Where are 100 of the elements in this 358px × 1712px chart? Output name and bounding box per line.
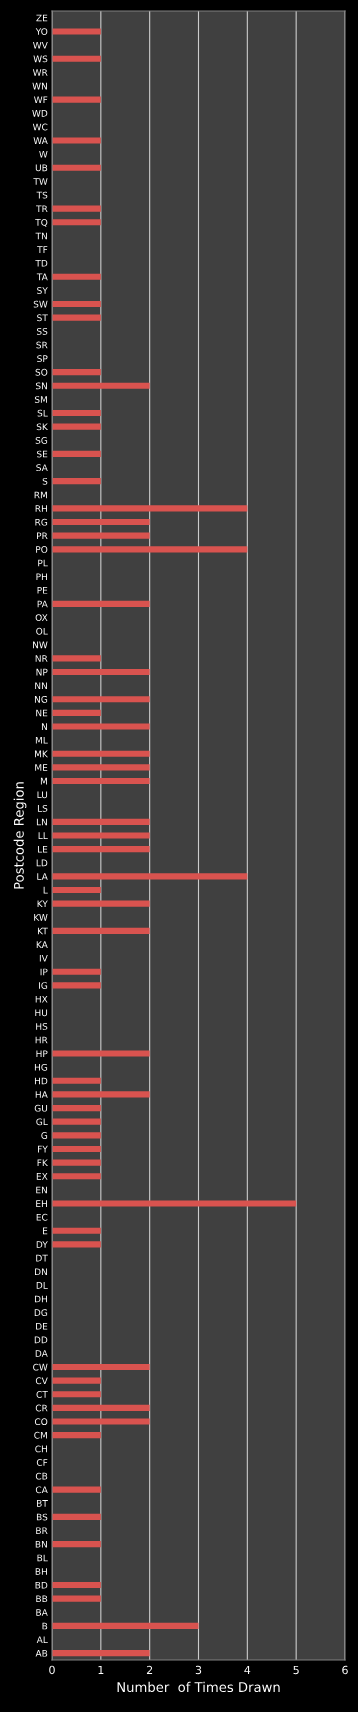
y-tick-label: LE	[37, 845, 48, 853]
y-tick-label: IV	[39, 955, 48, 962]
y-tick-label: SA	[36, 464, 48, 472]
y-tick-label: EH	[36, 1200, 47, 1207]
y-tick-label: AB	[35, 1650, 48, 1657]
y-tick-label: CB	[35, 1472, 48, 1480]
y-tick-label: DD	[34, 1336, 48, 1344]
y-tick-label: WF	[34, 96, 48, 104]
y-tick-label: CF	[36, 1459, 48, 1466]
bar	[52, 873, 248, 880]
y-tick-label: CV	[35, 1377, 48, 1385]
y-tick-label: CW	[33, 1363, 48, 1371]
bar	[52, 478, 101, 485]
y-tick-label: PL	[38, 559, 48, 567]
bar	[52, 750, 150, 757]
bar	[52, 968, 101, 975]
x-tick-label: 5	[293, 1665, 299, 1675]
bar	[52, 1200, 297, 1207]
y-tick-label: EN	[36, 1186, 47, 1194]
bar	[52, 1227, 101, 1234]
y-tick-label: CR	[35, 1404, 48, 1412]
bar	[52, 886, 101, 894]
y-tick-label: ZE	[36, 14, 48, 22]
y-tick-label: FY	[38, 1145, 48, 1153]
bar	[52, 28, 101, 35]
bar	[52, 668, 150, 676]
y-tick-label: WD	[32, 110, 48, 117]
y-tick-label: NR	[35, 655, 48, 662]
bar	[52, 314, 101, 321]
y-tick-label: BL	[37, 1554, 48, 1562]
bar	[52, 1404, 150, 1411]
bar	[52, 382, 150, 389]
y-tick-label: LL	[38, 832, 48, 839]
y-tick-label: IG	[39, 982, 48, 989]
y-tick-label: DH	[34, 1295, 47, 1303]
y-tick-label: B	[42, 1622, 48, 1630]
y-tick-label: DL	[36, 1282, 48, 1289]
y-tick-label: ST	[37, 314, 48, 322]
bar	[52, 1118, 101, 1125]
bar	[52, 518, 150, 526]
y-tick-label: ME	[35, 764, 48, 771]
bar	[52, 205, 101, 212]
y-tick-label: SP	[37, 355, 48, 363]
y-tick-label: LD	[36, 859, 48, 867]
y-tick-label: IP	[40, 968, 48, 976]
y-tick-label: DA	[35, 1350, 48, 1357]
y-tick-label: TF	[37, 246, 48, 253]
bar	[52, 300, 101, 308]
y-tick-label: HD	[34, 1077, 48, 1085]
y-tick-label: AL	[36, 1636, 48, 1643]
y-tick-label: TS	[36, 191, 48, 199]
y-tick-label: HU	[35, 1009, 48, 1017]
bar	[52, 219, 101, 226]
bar	[52, 1377, 101, 1384]
y-tick-label: TD	[35, 259, 48, 267]
y-tick-label: N	[41, 723, 47, 730]
bar	[52, 1391, 101, 1398]
y-tick-label: OX	[35, 614, 48, 622]
y-tick-label: WA	[33, 137, 48, 144]
y-tick-label: DN	[35, 1268, 47, 1276]
y-tick-label: WN	[32, 82, 47, 90]
y-tick-label: FK	[37, 1159, 49, 1166]
y-tick-label: RM	[34, 491, 47, 499]
y-tick-label: TQ	[35, 218, 48, 227]
y-tick-label: HA	[35, 1091, 48, 1098]
y-tick-label: WC	[32, 123, 48, 131]
y-tick-label: PR	[37, 532, 48, 540]
y-tick-label: NN	[35, 682, 47, 690]
x-tick-label: 3	[195, 1665, 202, 1675]
y-tick-label: S	[42, 477, 48, 485]
y-tick-label: OL	[36, 627, 48, 635]
bar	[52, 600, 150, 607]
bar	[52, 423, 101, 430]
y-tick-label: LN	[36, 818, 47, 826]
y-tick-label: WR	[32, 69, 48, 76]
bar	[52, 532, 150, 539]
bar	[52, 982, 101, 989]
bar	[52, 1241, 101, 1248]
x-axis-title: Number of Times Drawn	[117, 1681, 280, 1693]
bar	[52, 546, 248, 553]
x-tick-label: 6	[342, 1665, 348, 1675]
bar	[52, 1595, 101, 1602]
y-tick-label: BD	[35, 1581, 48, 1589]
bar	[52, 1581, 101, 1589]
y-tick-label: TR	[36, 205, 48, 213]
y-tick-label: SK	[36, 423, 49, 431]
y-tick-label: SS	[36, 327, 48, 335]
y-tick-label: KA	[36, 941, 48, 948]
y-tick-label: BH	[35, 1568, 47, 1575]
y-tick-label: HX	[35, 995, 48, 1003]
bar	[52, 409, 101, 417]
y-tick-label: KW	[34, 914, 48, 921]
y-tick-label: RG	[35, 518, 48, 526]
y-tick-label: BN	[35, 1541, 47, 1548]
y-tick-label: HS	[36, 1023, 48, 1030]
y-tick-label: HG	[34, 1063, 48, 1071]
y-tick-label: HR	[35, 1036, 48, 1044]
bar	[52, 1363, 150, 1371]
bar	[52, 1132, 101, 1139]
y-tick-label: EX	[36, 1173, 48, 1180]
